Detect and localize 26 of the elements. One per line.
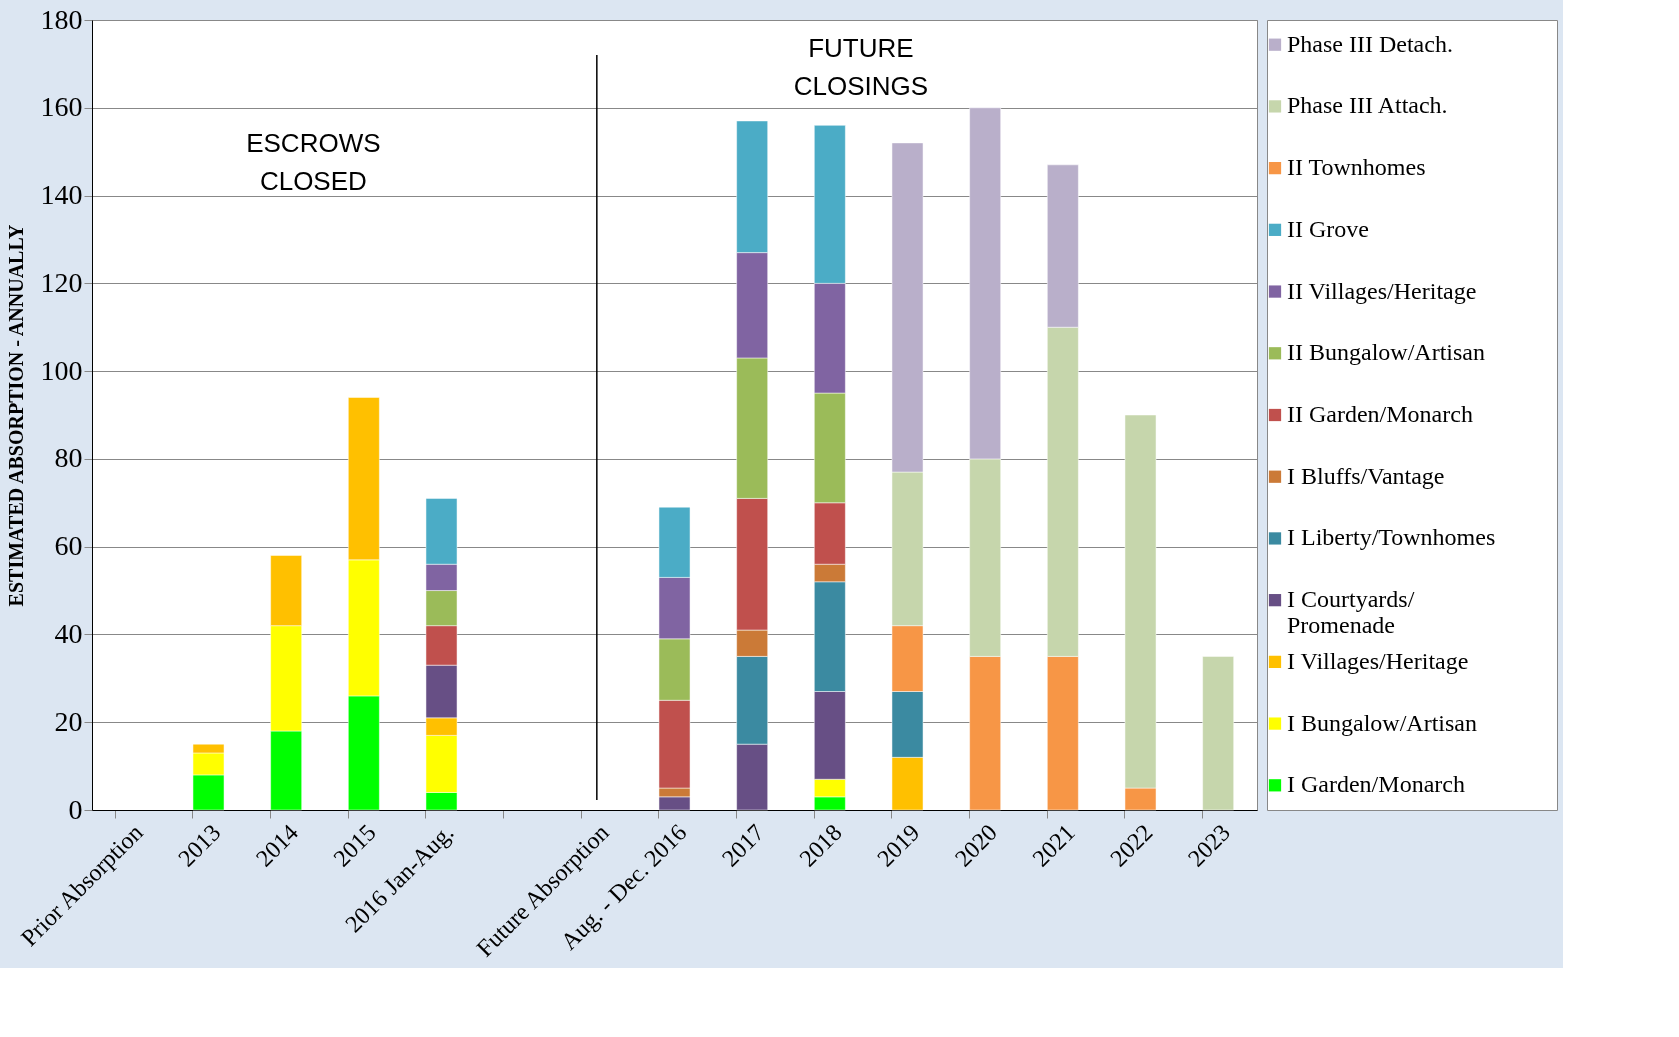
y-tick-label: 160 (40, 91, 83, 123)
y-tick-label: 80 (54, 442, 83, 474)
legend-label: Phase III Attach. (1287, 92, 1448, 119)
y-tick-label: 0 (68, 793, 83, 825)
legend-label: II Bungalow/Artisan (1287, 339, 1485, 366)
legend-label: I Courtyards/Promenade (1287, 586, 1415, 639)
annotation: FUTURE CLOSINGS (793, 32, 929, 101)
y-tick-label: 100 (40, 354, 83, 386)
legend-label: I Bungalow/Artisan (1287, 709, 1477, 736)
legend-label: I Liberty/Townhomes (1287, 524, 1496, 551)
legend-label: II Villages/Heritage (1287, 277, 1477, 304)
legend-label: II Grove (1287, 215, 1369, 242)
y-tick-label: 140 (40, 179, 83, 211)
legend-label: II Townhomes (1287, 154, 1426, 181)
y-tick-label: 120 (40, 266, 83, 298)
y-tick-label: 40 (54, 617, 83, 649)
legend-label: I Garden/Monarch (1287, 771, 1465, 798)
legend-label: I Villages/Heritage (1287, 647, 1469, 674)
y-tick-label: 60 (54, 530, 83, 562)
annotation: ESCROWS CLOSED (246, 127, 381, 196)
legend-label: Phase III Detach. (1287, 30, 1453, 57)
legend-label: I Bluffs/Vantage (1287, 462, 1445, 489)
y-tick-label: 180 (40, 3, 83, 35)
y-tick-label: 20 (54, 705, 83, 737)
legend-label: II Garden/Monarch (1287, 401, 1473, 427)
y-axis-title: ESTIMATED ABSORPTION - ANNUALLY (4, 224, 27, 607)
